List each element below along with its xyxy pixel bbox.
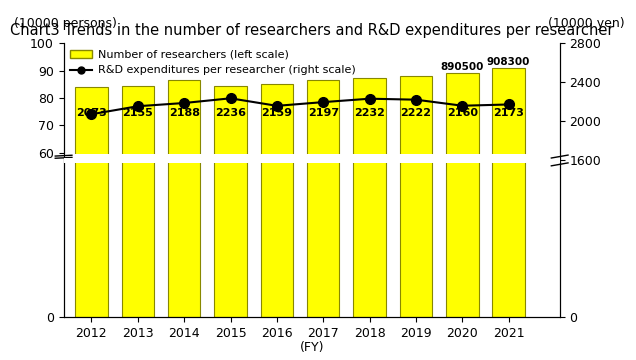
Text: 2197: 2197 <box>308 108 339 118</box>
Text: 2232: 2232 <box>354 108 385 118</box>
Text: 2173: 2173 <box>494 108 524 118</box>
Text: 2160: 2160 <box>447 108 478 118</box>
Bar <box>214 86 247 317</box>
Text: (10000 yen): (10000 yen) <box>548 17 624 30</box>
Bar <box>400 76 432 317</box>
Bar <box>261 84 293 317</box>
Title: Chart3 Trends in the number of researchers and R&D expenditures per researcher: Chart3 Trends in the number of researche… <box>10 23 613 38</box>
Text: (10000 persons): (10000 persons) <box>14 17 117 30</box>
Bar <box>492 68 525 317</box>
Text: 2159: 2159 <box>261 108 293 118</box>
Bar <box>168 80 200 317</box>
Legend: Number of researchers (left scale), R&D expenditures per researcher (right scale: Number of researchers (left scale), R&D … <box>66 45 360 80</box>
Text: 890500: 890500 <box>441 63 484 72</box>
Bar <box>307 80 340 317</box>
Text: 2222: 2222 <box>401 108 431 118</box>
Text: 908300: 908300 <box>487 57 530 67</box>
Bar <box>446 73 478 317</box>
Text: 2073: 2073 <box>76 108 107 118</box>
Text: 2236: 2236 <box>215 108 246 118</box>
Bar <box>64 158 560 163</box>
Bar <box>64 154 560 159</box>
X-axis label: (FY): (FY) <box>300 341 324 354</box>
Text: 2155: 2155 <box>122 108 153 118</box>
Bar <box>121 86 154 317</box>
Bar <box>75 87 107 317</box>
Text: 2188: 2188 <box>169 108 200 118</box>
Bar <box>354 78 386 317</box>
